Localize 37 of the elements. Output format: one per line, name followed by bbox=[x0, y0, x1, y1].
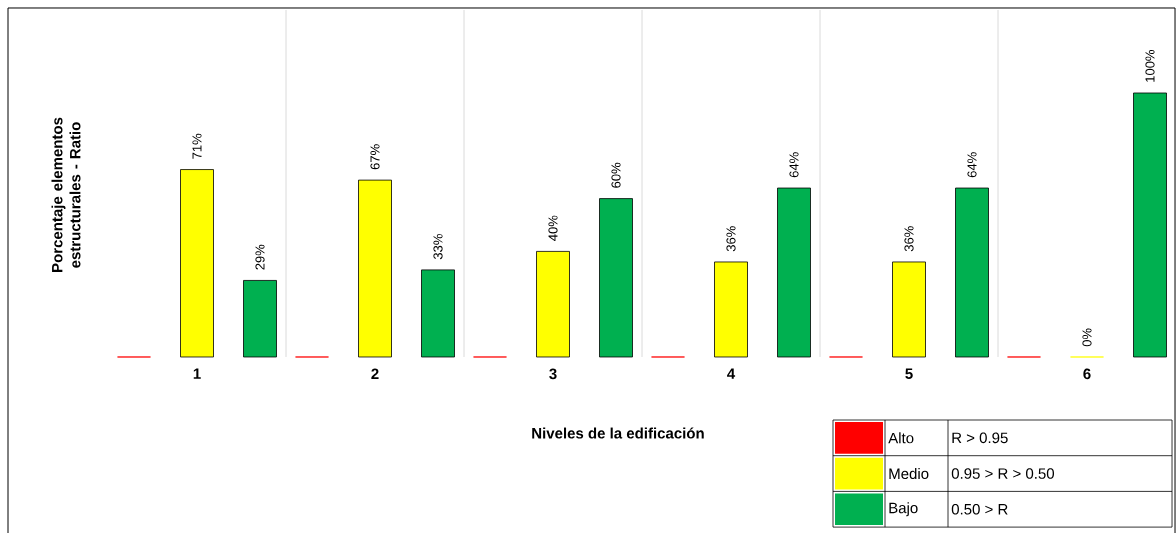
x-tick-label: 1 bbox=[193, 368, 201, 379]
data-label: 36% bbox=[726, 226, 736, 252]
data-label: 64% bbox=[789, 152, 799, 178]
text: R > 0.95 bbox=[952, 432, 1008, 444]
x-tick-label: 4 bbox=[727, 368, 736, 379]
data-label: 40% bbox=[548, 215, 558, 241]
x-tick-label: 3 bbox=[549, 368, 557, 380]
y-axis-title: Porcentaje elementos estructurales - Ratio bbox=[51, 117, 81, 272]
data-label: 60% bbox=[611, 162, 621, 188]
bar bbox=[714, 261, 748, 358]
bar bbox=[536, 251, 570, 358]
legend-label: Alto bbox=[888, 432, 914, 444]
data-label: 0% bbox=[1082, 328, 1092, 347]
legend-label: Bajo bbox=[889, 502, 918, 517]
x-tick-label: 5 bbox=[905, 368, 913, 379]
data-label: 67% bbox=[370, 144, 380, 170]
bar bbox=[599, 198, 633, 358]
text: 0.95 > R > 0.50 bbox=[951, 468, 1055, 479]
legend-label: Medio bbox=[889, 468, 929, 480]
x-tick-label: 2 bbox=[371, 368, 379, 379]
bar bbox=[1133, 92, 1167, 358]
bar bbox=[358, 179, 392, 358]
bar bbox=[777, 187, 811, 358]
data-label: 71% bbox=[192, 133, 202, 159]
bar bbox=[180, 169, 214, 358]
data-label: 64% bbox=[967, 152, 977, 178]
data-label: 33% bbox=[433, 234, 443, 260]
data-label: 100% bbox=[1145, 50, 1155, 82]
bar bbox=[243, 280, 277, 358]
bar bbox=[892, 261, 926, 358]
bar bbox=[955, 187, 989, 358]
data-label: 36% bbox=[904, 226, 914, 252]
text: 0.50 > R bbox=[951, 503, 1008, 515]
x-axis-title: Niveles de la edificación bbox=[532, 427, 704, 439]
bar bbox=[421, 269, 455, 358]
data-label: 29% bbox=[255, 244, 265, 270]
x-tick-label: 6 bbox=[1083, 368, 1091, 380]
